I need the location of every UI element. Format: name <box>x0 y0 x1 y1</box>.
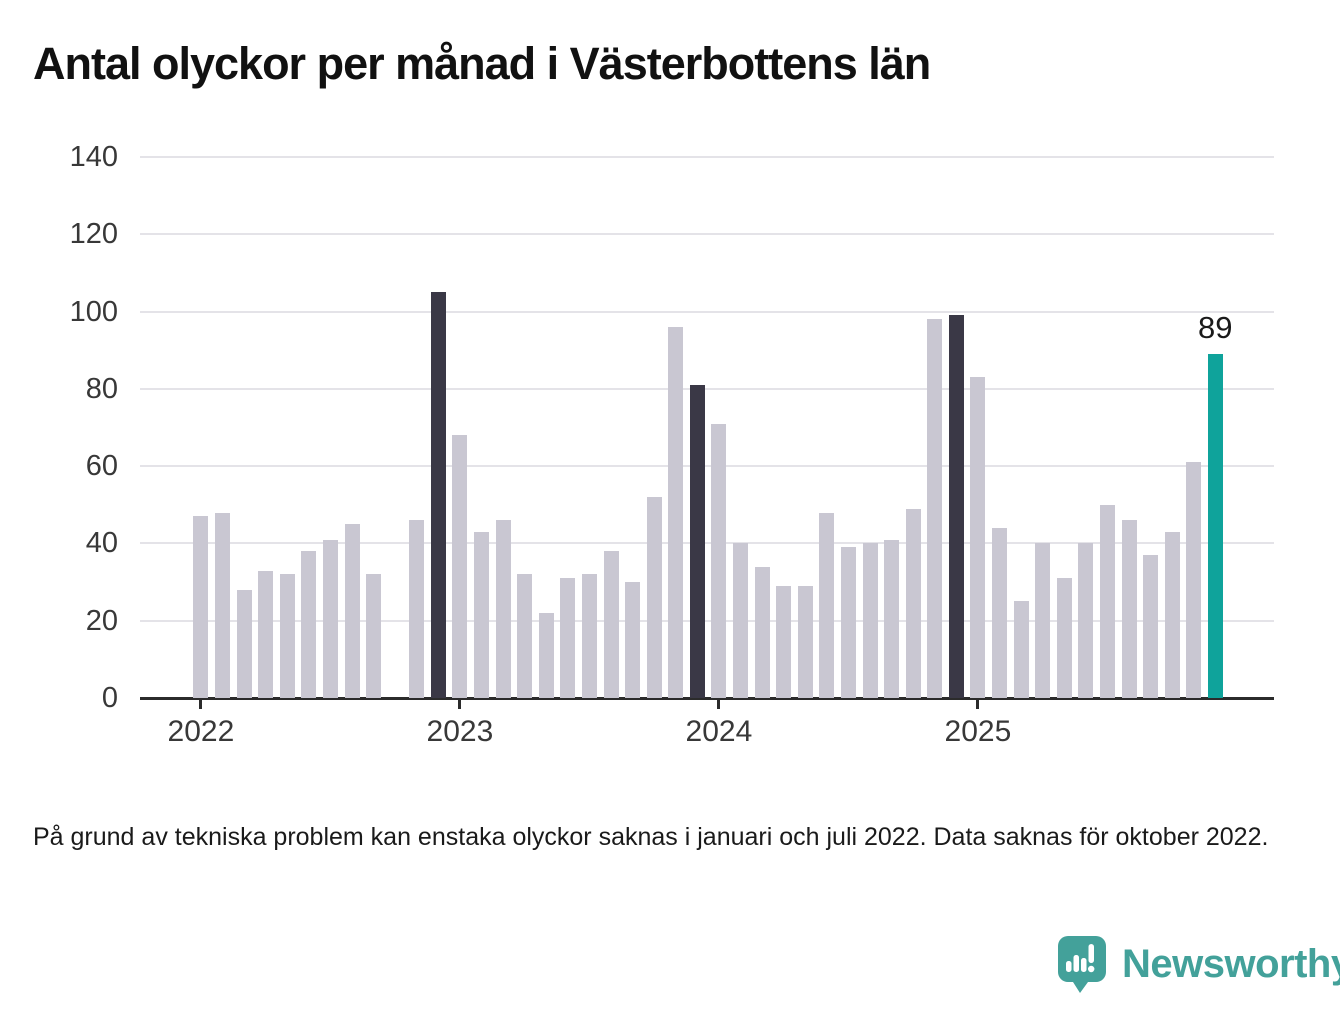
bar-2025-07 <box>1099 504 1115 698</box>
bar-2023-08 <box>603 551 619 698</box>
y-tick-label-60: 60 <box>85 450 118 483</box>
bar-2024-10 <box>905 508 921 698</box>
x-tick-mark-2024 <box>717 700 721 709</box>
bar-2023-02 <box>474 531 489 698</box>
y-tick-label-80: 80 <box>85 372 118 405</box>
y-tick-label-100: 100 <box>69 295 118 328</box>
bar-2024-04 <box>776 585 792 698</box>
bar-2022-06 <box>301 551 317 698</box>
bar-2024-08 <box>862 543 878 698</box>
gridline-100 <box>140 310 1274 313</box>
x-tick-label-2022: 2022 <box>167 715 235 748</box>
bar-2025-11 <box>1186 462 1202 698</box>
x-tick-mark-2023 <box>458 700 462 709</box>
bar-2023-10 <box>646 497 662 698</box>
gridline-80 <box>140 387 1274 390</box>
y-tick-label-0: 0 <box>101 682 118 714</box>
chart-footnote: På grund av tekniska problem kan enstaka… <box>33 823 1269 851</box>
chart-title: Antal olyckor per månad i Västerbottens … <box>33 38 931 89</box>
bar-2025-09 <box>1143 555 1159 698</box>
bar-2023-07 <box>581 574 597 698</box>
bar-2025-02 <box>992 528 1007 698</box>
gridline-120 <box>140 233 1274 236</box>
gridline-140 <box>140 156 1274 158</box>
bar-2023-06 <box>560 578 576 698</box>
bar-2022-04 <box>258 570 274 698</box>
y-tick-label-120: 120 <box>69 218 118 251</box>
bar-2022-08 <box>344 524 360 698</box>
bar-2023-09 <box>625 582 641 698</box>
x-tick-label-2025: 2025 <box>944 715 1012 748</box>
bar-2022-05 <box>279 574 295 698</box>
newsworthy-logo: Newsworthy <box>1056 934 1340 994</box>
bar-chart-plot-area: 89 0 20 40 60 80 100 120 140 2022 2023 2024 2025 <box>69 141 1274 748</box>
bar-2025-01 <box>970 377 986 698</box>
bar-2024-09 <box>884 539 900 698</box>
bar-2022-02 <box>215 512 230 698</box>
x-axis-line <box>140 697 1274 700</box>
bar-2024-07 <box>840 547 856 698</box>
bar-2024-05 <box>797 585 813 698</box>
gridline-60 <box>140 465 1274 468</box>
bar-2024-03 <box>754 566 770 698</box>
bar-2025-04 <box>1035 543 1051 698</box>
bar-2025-05 <box>1056 578 1072 698</box>
bar-2022-12 <box>430 292 446 699</box>
y-tick-label-140: 140 <box>69 141 118 173</box>
bar-2024-12 <box>948 315 964 698</box>
bar-2023-11 <box>668 327 684 698</box>
newsworthy-logo-icon <box>1058 936 1106 993</box>
bar-2022-01 <box>193 516 209 698</box>
y-tick-label-40: 40 <box>85 527 118 560</box>
bar-2023-05 <box>538 613 554 698</box>
x-tick-label-2023: 2023 <box>426 715 494 748</box>
bar-2024-01 <box>711 423 727 698</box>
gridline-20 <box>140 619 1274 622</box>
bar-2024-06 <box>819 512 835 698</box>
latest-value-label: 89 <box>1198 310 1233 346</box>
bar-2022-11 <box>409 520 425 698</box>
y-tick-label-20: 20 <box>85 604 118 637</box>
bar-2024-02 <box>733 543 748 698</box>
bar-2025-06 <box>1078 543 1094 698</box>
bar-2022-07 <box>322 539 338 698</box>
x-tick-label-2024: 2024 <box>685 715 753 748</box>
bar-2025-08 <box>1121 520 1137 698</box>
gridline-40 <box>140 542 1274 545</box>
bar-2022-09 <box>366 574 382 698</box>
bar-2023-01 <box>452 435 468 698</box>
bar-2025-10 <box>1164 531 1180 698</box>
x-tick-mark-2025 <box>976 700 980 709</box>
newsworthy-logo-text: Newsworthy <box>1122 942 1340 986</box>
bar-2023-12 <box>689 385 705 698</box>
bar-2022-03 <box>236 589 252 698</box>
bar-2025-03 <box>1013 601 1029 698</box>
bar-2023-03 <box>495 520 511 698</box>
bar-2023-04 <box>517 574 533 698</box>
bar-2025-12 <box>1207 354 1223 698</box>
x-tick-mark-2022 <box>199 700 203 709</box>
bar-2024-11 <box>927 319 943 698</box>
